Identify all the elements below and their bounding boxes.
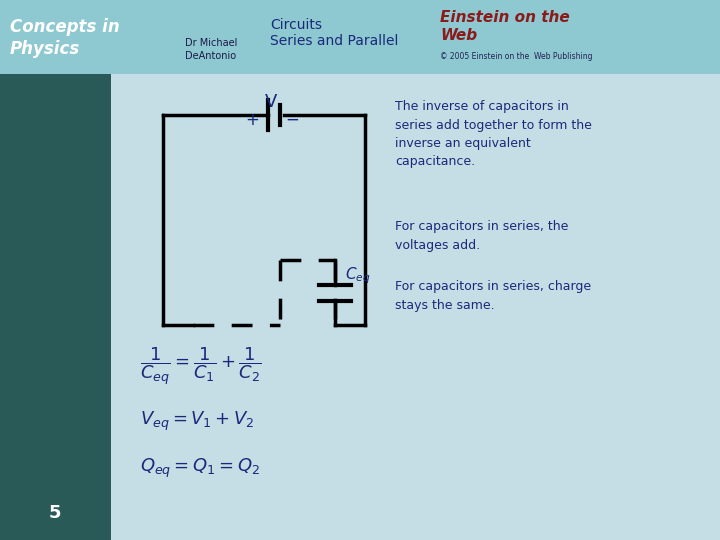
Text: $V_{eq} = V_1 + V_2$: $V_{eq} = V_1 + V_2$ [140, 410, 255, 433]
Text: Web: Web [440, 28, 477, 43]
Text: V: V [265, 93, 277, 111]
Text: Circuits: Circuits [270, 18, 322, 32]
Text: Einstein on the: Einstein on the [440, 10, 570, 25]
Text: +: + [245, 111, 259, 129]
Text: Series and Parallel: Series and Parallel [270, 34, 398, 48]
Text: For capacitors in series, charge
stays the same.: For capacitors in series, charge stays t… [395, 280, 591, 312]
Text: $C_{eq}$: $C_{eq}$ [345, 265, 371, 286]
Text: Dr Michael
DeAntonio: Dr Michael DeAntonio [185, 38, 238, 61]
Text: © 2005 Einstein on the  Web Publishing: © 2005 Einstein on the Web Publishing [440, 52, 593, 61]
Text: Physics: Physics [10, 40, 80, 58]
Bar [0, 0, 720, 74]
Text: $Q_{eq} = Q_1 = Q_2$: $Q_{eq} = Q_1 = Q_2$ [140, 457, 260, 480]
Text: The inverse of capacitors in
series add together to form the
inverse an equivale: The inverse of capacitors in series add … [395, 100, 592, 168]
Text: For capacitors in series, the
voltages add.: For capacitors in series, the voltages a… [395, 220, 568, 252]
Text: $\dfrac{1}{C_{eq}} = \dfrac{1}{C_1} + \dfrac{1}{C_2}$: $\dfrac{1}{C_{eq}} = \dfrac{1}{C_1} + \d… [140, 345, 261, 387]
Text: 5: 5 [49, 504, 61, 522]
Bar [0, 0, 111, 540]
Text: Concepts in: Concepts in [10, 18, 120, 36]
Text: −: − [285, 111, 299, 129]
